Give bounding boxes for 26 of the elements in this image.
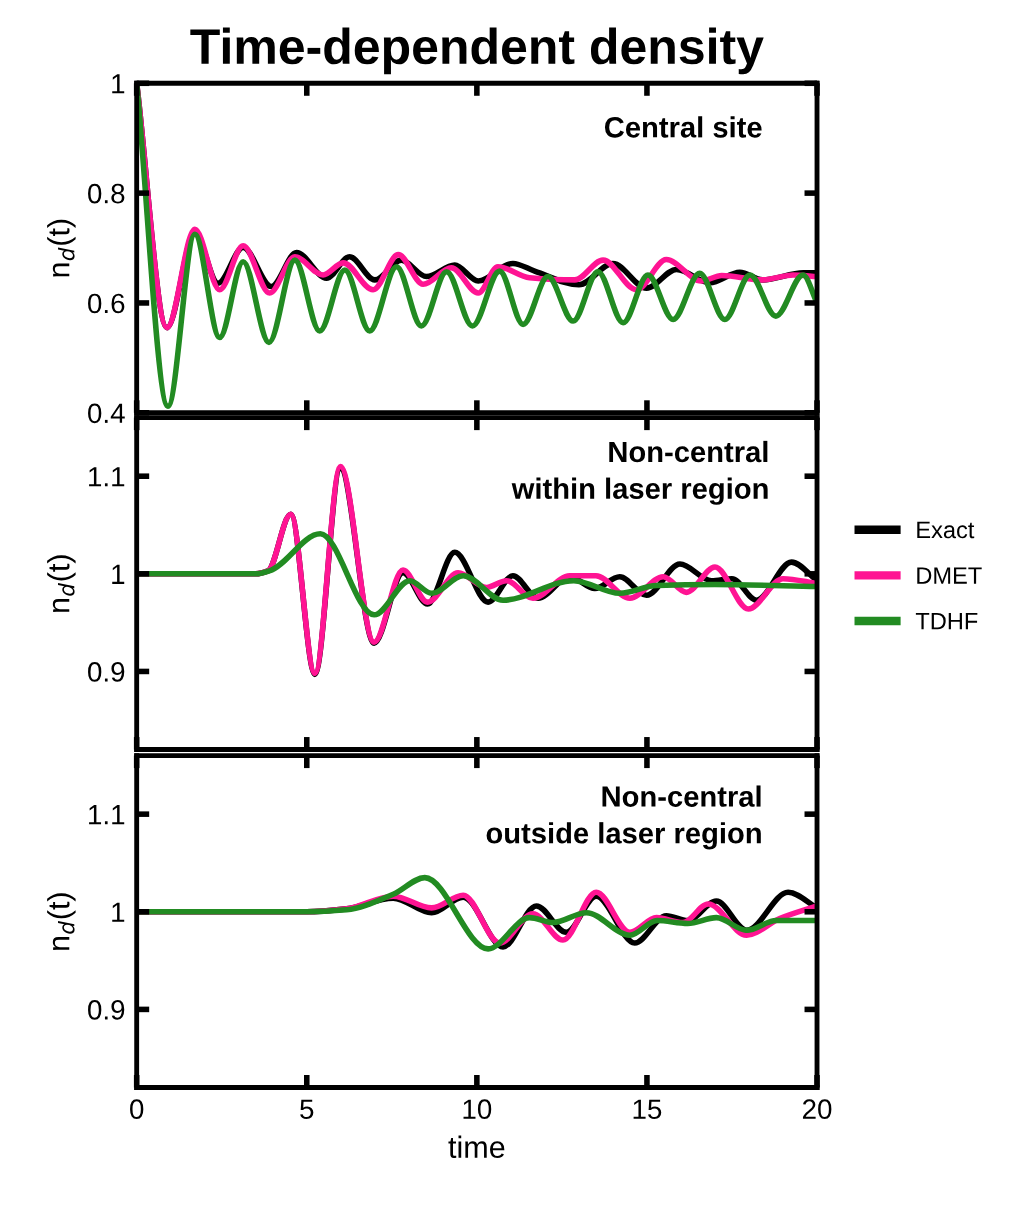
y-tick-label: 1.1 [89, 805, 125, 825]
y-tick-label: 0.4 [88, 403, 125, 424]
y-axis-title: n$_{d}$(t) [47, 219, 76, 277]
x-tick-label: 20 [802, 1099, 832, 1120]
annotation: Non-central within laser region [511, 440, 768, 505]
x-tick-label: 5 [300, 1099, 314, 1120]
legend-label: DMET [917, 567, 982, 584]
y-tick-label: 1 [112, 74, 125, 94]
y-axis-title: n$_{d}$(t) [47, 555, 76, 612]
y-tick-label: 1 [112, 564, 125, 584]
chart-title: Time-dependent density [190, 27, 764, 75]
y-tick-label: 0.9 [88, 1000, 125, 1020]
y-tick-label: 0.6 [88, 293, 125, 314]
legend-label: Exact [917, 521, 975, 539]
legend-label: TDHF [915, 613, 978, 630]
y-tick-label: 0.9 [88, 662, 125, 682]
y-tick-label: 1.1 [89, 467, 125, 487]
y-tick-label: 1 [112, 902, 125, 922]
x-tick-label: 10 [463, 1099, 492, 1120]
x-tick-label: 15 [633, 1099, 662, 1120]
annotation: Central site [604, 116, 762, 138]
x-tick-label: 0 [130, 1099, 144, 1120]
x-axis-title: time [448, 1135, 505, 1159]
y-tick-label: 0.8 [88, 183, 125, 204]
y-axis-title: n$_{d}$(t) [47, 893, 76, 950]
annotation: Non-central outside laser region [486, 785, 761, 850]
